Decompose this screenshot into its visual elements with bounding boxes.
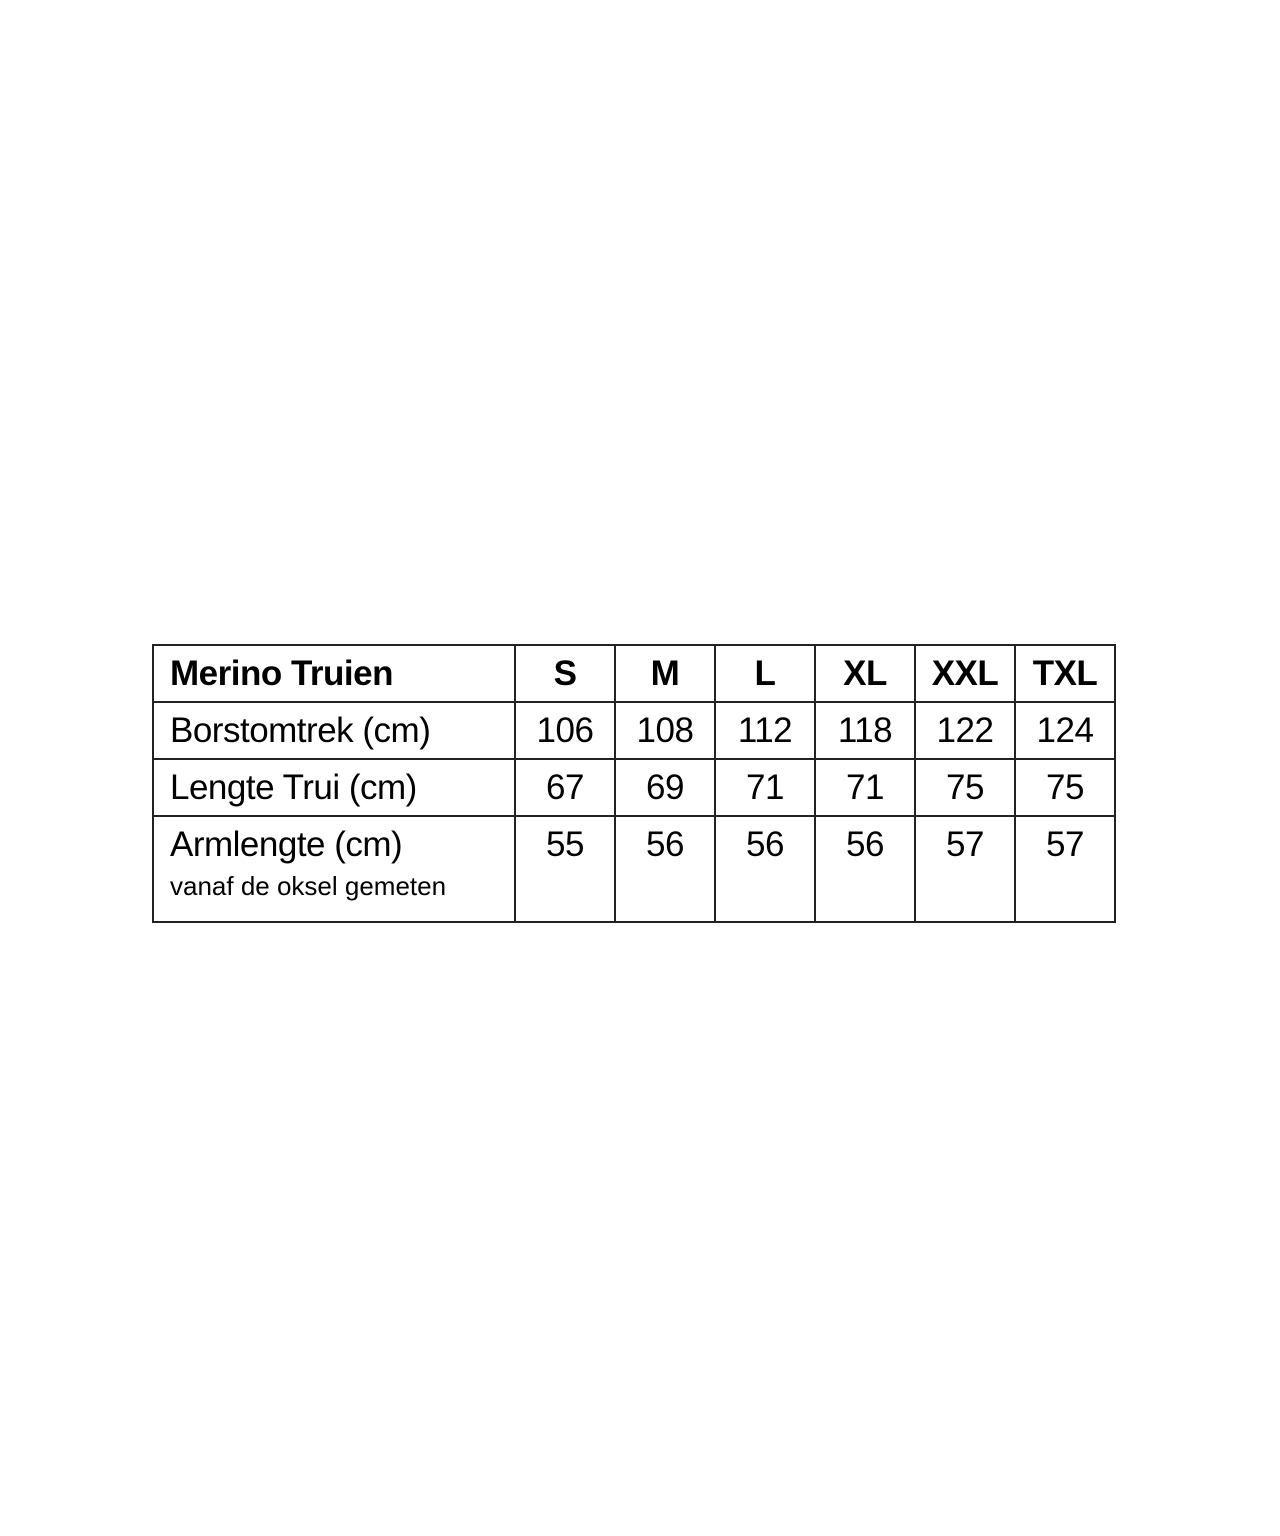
table-title: Merino Truien	[152, 644, 516, 703]
size-header: XL	[814, 644, 916, 703]
table-row: Borstomtrek (cm) 106 108 112 118 122 124	[152, 701, 1116, 760]
table-row: Lengte Trui (cm) 67 69 71 71 75 75	[152, 758, 1116, 817]
row-label-cell: Armlengte (cm) vanaf de oksel gemeten	[152, 815, 516, 923]
size-header: M	[614, 644, 716, 703]
row-label: Borstomtrek (cm)	[152, 701, 516, 760]
cell: 55	[514, 815, 616, 923]
cell: 71	[714, 758, 816, 817]
cell: 106	[514, 701, 616, 760]
cell: 75	[914, 758, 1016, 817]
cell: 56	[614, 815, 716, 923]
cell: 71	[814, 758, 916, 817]
cell: 67	[514, 758, 616, 817]
size-chart-table: Merino Truien S M L XL XXL TXL Borstomtr…	[152, 644, 1116, 923]
cell: 56	[714, 815, 816, 923]
cell: 75	[1014, 758, 1116, 817]
cell: 69	[614, 758, 716, 817]
header-row: Merino Truien S M L XL XXL TXL	[152, 644, 1116, 703]
size-header: XXL	[914, 644, 1016, 703]
cell: 56	[814, 815, 916, 923]
size-header: S	[514, 644, 616, 703]
size-header: TXL	[1014, 644, 1116, 703]
cell: 124	[1014, 701, 1116, 760]
row-label: Armlengte (cm)	[170, 825, 403, 864]
cell: 57	[1014, 815, 1116, 923]
cell: 122	[914, 701, 1016, 760]
cell: 108	[614, 701, 716, 760]
cell: 112	[714, 701, 816, 760]
table-row: Armlengte (cm) vanaf de oksel gemeten 55…	[152, 815, 1116, 923]
cell: 118	[814, 701, 916, 760]
cell: 57	[914, 815, 1016, 923]
row-note: vanaf de oksel gemeten	[170, 871, 447, 901]
size-header: L	[714, 644, 816, 703]
row-label: Lengte Trui (cm)	[152, 758, 516, 817]
